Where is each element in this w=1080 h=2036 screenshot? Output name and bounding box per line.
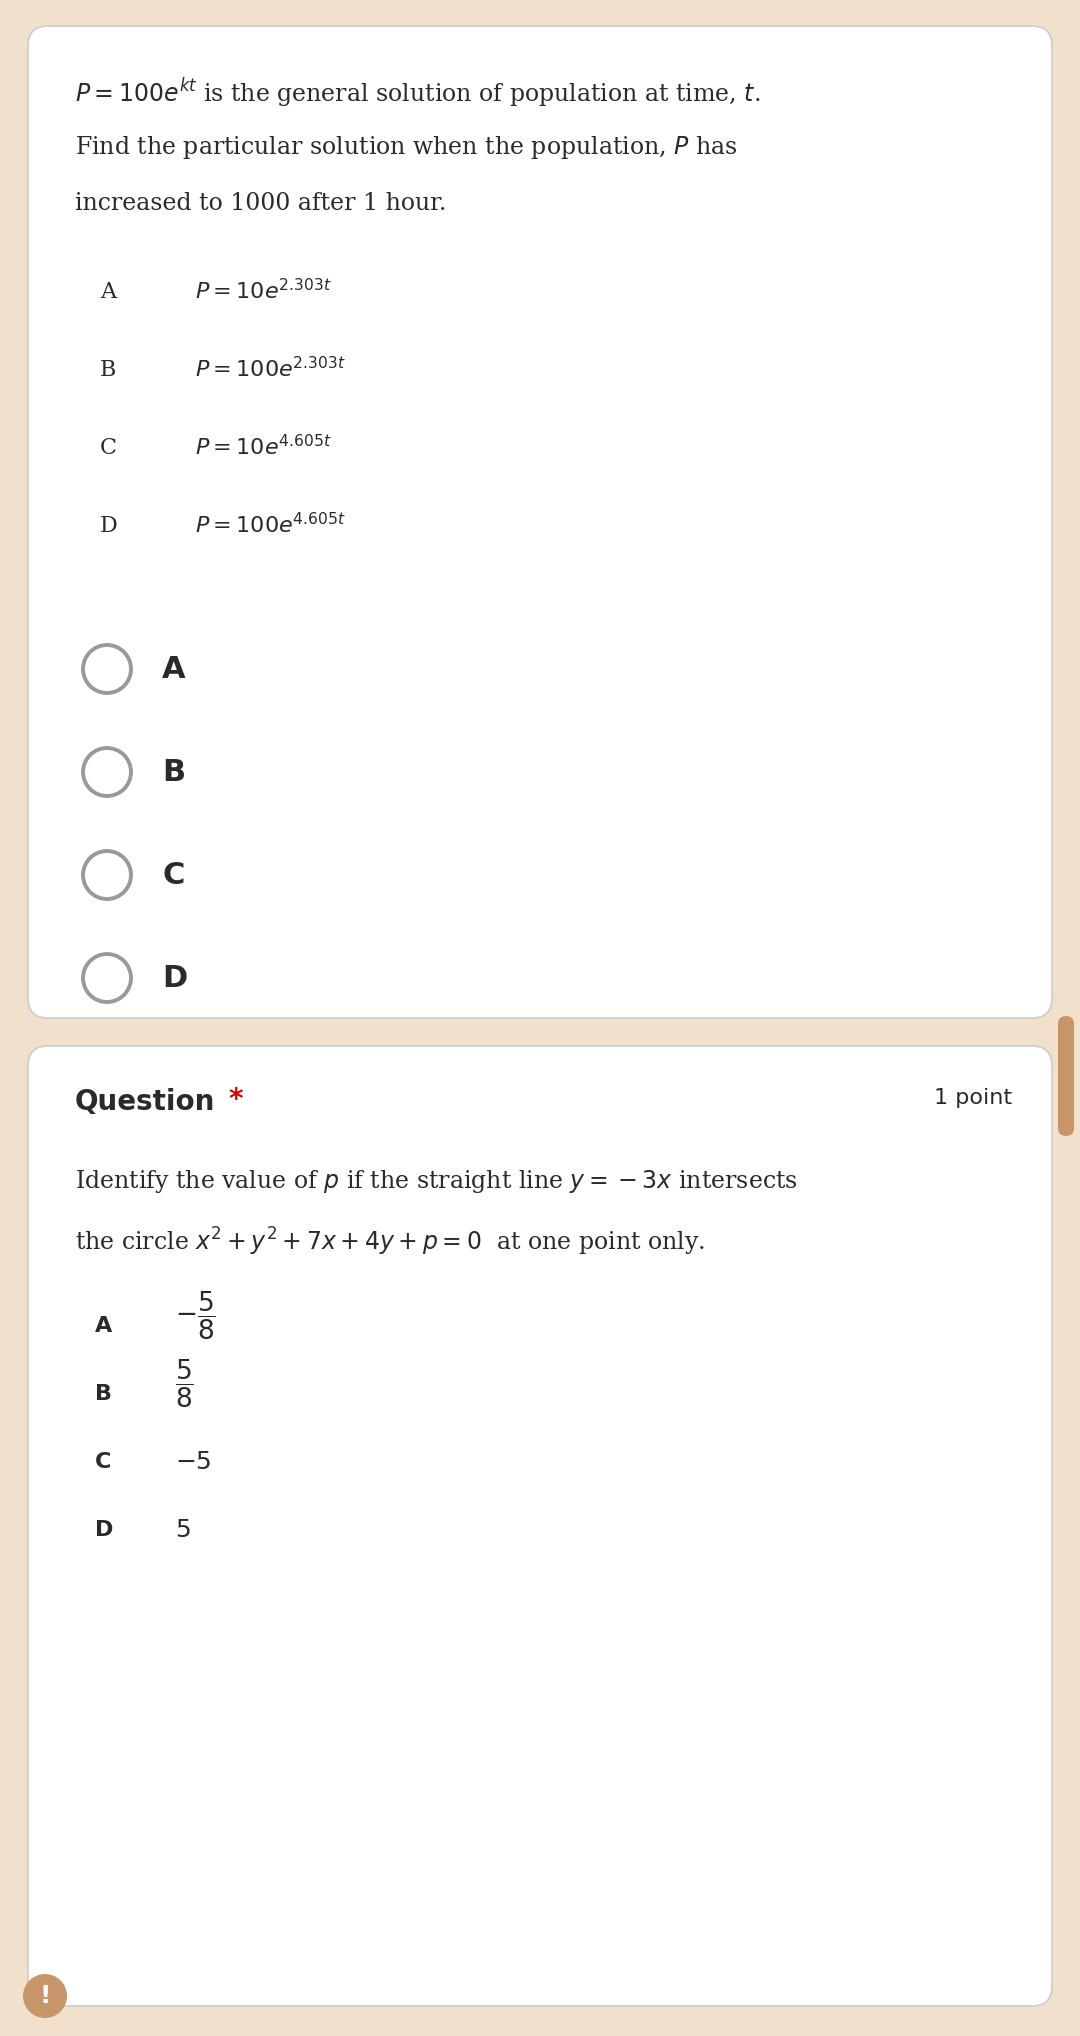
- Text: !: !: [39, 1983, 51, 2007]
- Text: D: D: [100, 515, 118, 538]
- Text: D: D: [162, 963, 187, 992]
- Text: $P = 100e^{2.303t}$: $P = 100e^{2.303t}$: [195, 358, 346, 383]
- Text: C: C: [162, 861, 185, 890]
- Circle shape: [23, 1975, 67, 2018]
- Text: B: B: [100, 358, 117, 381]
- Text: C: C: [95, 1452, 111, 1472]
- Text: D: D: [95, 1521, 113, 1539]
- Text: $P = 100e^{4.605t}$: $P = 100e^{4.605t}$: [195, 513, 346, 540]
- FancyBboxPatch shape: [28, 26, 1052, 1018]
- Text: A: A: [162, 654, 186, 684]
- FancyBboxPatch shape: [1058, 1016, 1074, 1136]
- FancyBboxPatch shape: [28, 1047, 1052, 2005]
- Text: A: A: [95, 1315, 112, 1336]
- Text: $P = 10e^{2.303t}$: $P = 10e^{2.303t}$: [195, 279, 332, 305]
- Text: 1 point: 1 point: [934, 1087, 1012, 1108]
- Text: Identify the value of $p$ if the straight line $y = -3x$ intersects: Identify the value of $p$ if the straigh…: [75, 1169, 798, 1195]
- Text: increased to 1000 after 1 hour.: increased to 1000 after 1 hour.: [75, 191, 446, 216]
- Text: B: B: [95, 1384, 112, 1405]
- Text: C: C: [100, 438, 117, 458]
- Text: $\dfrac{5}{8}$: $\dfrac{5}{8}$: [175, 1358, 193, 1411]
- Text: B: B: [162, 757, 185, 786]
- Text: $-\dfrac{5}{8}$: $-\dfrac{5}{8}$: [175, 1291, 216, 1342]
- Text: Find the particular solution when the population, $P$ has: Find the particular solution when the po…: [75, 134, 738, 161]
- Text: $5$: $5$: [175, 1519, 191, 1541]
- Text: $P = 10e^{4.605t}$: $P = 10e^{4.605t}$: [195, 436, 332, 460]
- Text: $P=100e^{kt}$ is the general solution of population at time, $t$.: $P=100e^{kt}$ is the general solution of…: [75, 75, 760, 110]
- Text: A: A: [100, 281, 116, 303]
- Text: Question: Question: [75, 1087, 215, 1116]
- Text: *: *: [228, 1085, 243, 1114]
- Text: $-5$: $-5$: [175, 1450, 212, 1474]
- Text: the circle $x^2 + y^2 + 7x + 4y + p = 0$  at one point only.: the circle $x^2 + y^2 + 7x + 4y + p = 0$…: [75, 1226, 705, 1258]
